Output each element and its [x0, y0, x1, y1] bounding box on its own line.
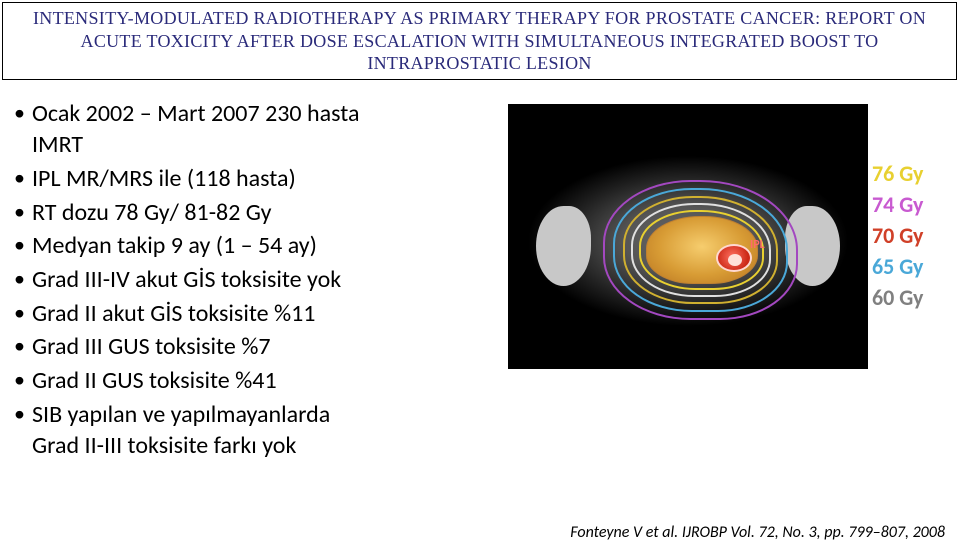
bullet-list: Ocak 2002 – Mart 2007 230 hasta IMRT IPL…	[14, 98, 468, 462]
bullet-text: Ocak 2002 – Mart 2007 230 hasta	[32, 99, 359, 128]
content-row: Ocak 2002 – Mart 2007 230 hasta IMRT IPL…	[0, 80, 959, 464]
dose-label-list: 83 Gy 76 Gy 74 Gy 70 Gy 65 Gy 60 Gy	[872, 132, 923, 309]
header-box: INTENSITY-MODULATED RADIOTHERAPY AS PRIM…	[2, 2, 957, 80]
ipl-label: IPL	[750, 238, 765, 252]
ct-scan-image: IPL	[508, 104, 868, 369]
list-item: RT dozu 78 Gy/ 81-82 Gy	[14, 197, 468, 229]
ipl-lesion	[716, 244, 752, 272]
list-item: Grad II akut GİS toksisite %11	[14, 298, 468, 330]
dose-label: 83 Gy	[872, 132, 923, 154]
dose-label: 74 Gy	[872, 194, 923, 216]
list-item: Ocak 2002 – Mart 2007 230 hasta IMRT	[14, 98, 468, 161]
list-item: Grad II GUS toksisite %41	[14, 365, 468, 397]
dose-label: 65 Gy	[872, 256, 923, 278]
bullet-text: SIB yapılan ve yapılmayanlarda	[32, 400, 330, 429]
anatomy-overlay: IPL	[518, 116, 858, 356]
list-item: SIB yapılan ve yapılmayanlarda Grad II-I…	[14, 399, 468, 462]
lesion-core	[728, 254, 742, 266]
bullet-column: Ocak 2002 – Mart 2007 230 hasta IMRT IPL…	[8, 98, 468, 464]
list-item: Grad III GUS toksisite %7	[14, 331, 468, 363]
dose-label: 60 Gy	[872, 287, 923, 309]
bullet-subtext: Grad II-III toksisite farkı yok	[32, 430, 468, 462]
bullet-subtext: IMRT	[32, 129, 468, 161]
bone-left	[536, 206, 591, 286]
dose-label: 70 Gy	[872, 225, 923, 247]
list-item: IPL MR/MRS ile (118 hasta)	[14, 163, 468, 195]
list-item: Medyan takip 9 ay (1 – 54 ay)	[14, 230, 468, 262]
citation-text: Fonteyne V et al. IJROBP Vol. 72, No. 3,…	[570, 523, 945, 542]
ct-column: IPL 83 Gy 76 Gy 74 Gy 70 Gy 65 Gy 60 Gy	[468, 98, 951, 464]
slide-title: INTENSITY-MODULATED RADIOTHERAPY AS PRIM…	[11, 7, 948, 75]
ct-figure: IPL 83 Gy 76 Gy 74 Gy 70 Gy 65 Gy 60 Gy	[508, 104, 938, 369]
list-item: Grad III-IV akut GİS toksisite yok	[14, 264, 468, 296]
dose-label: 76 Gy	[872, 163, 923, 185]
